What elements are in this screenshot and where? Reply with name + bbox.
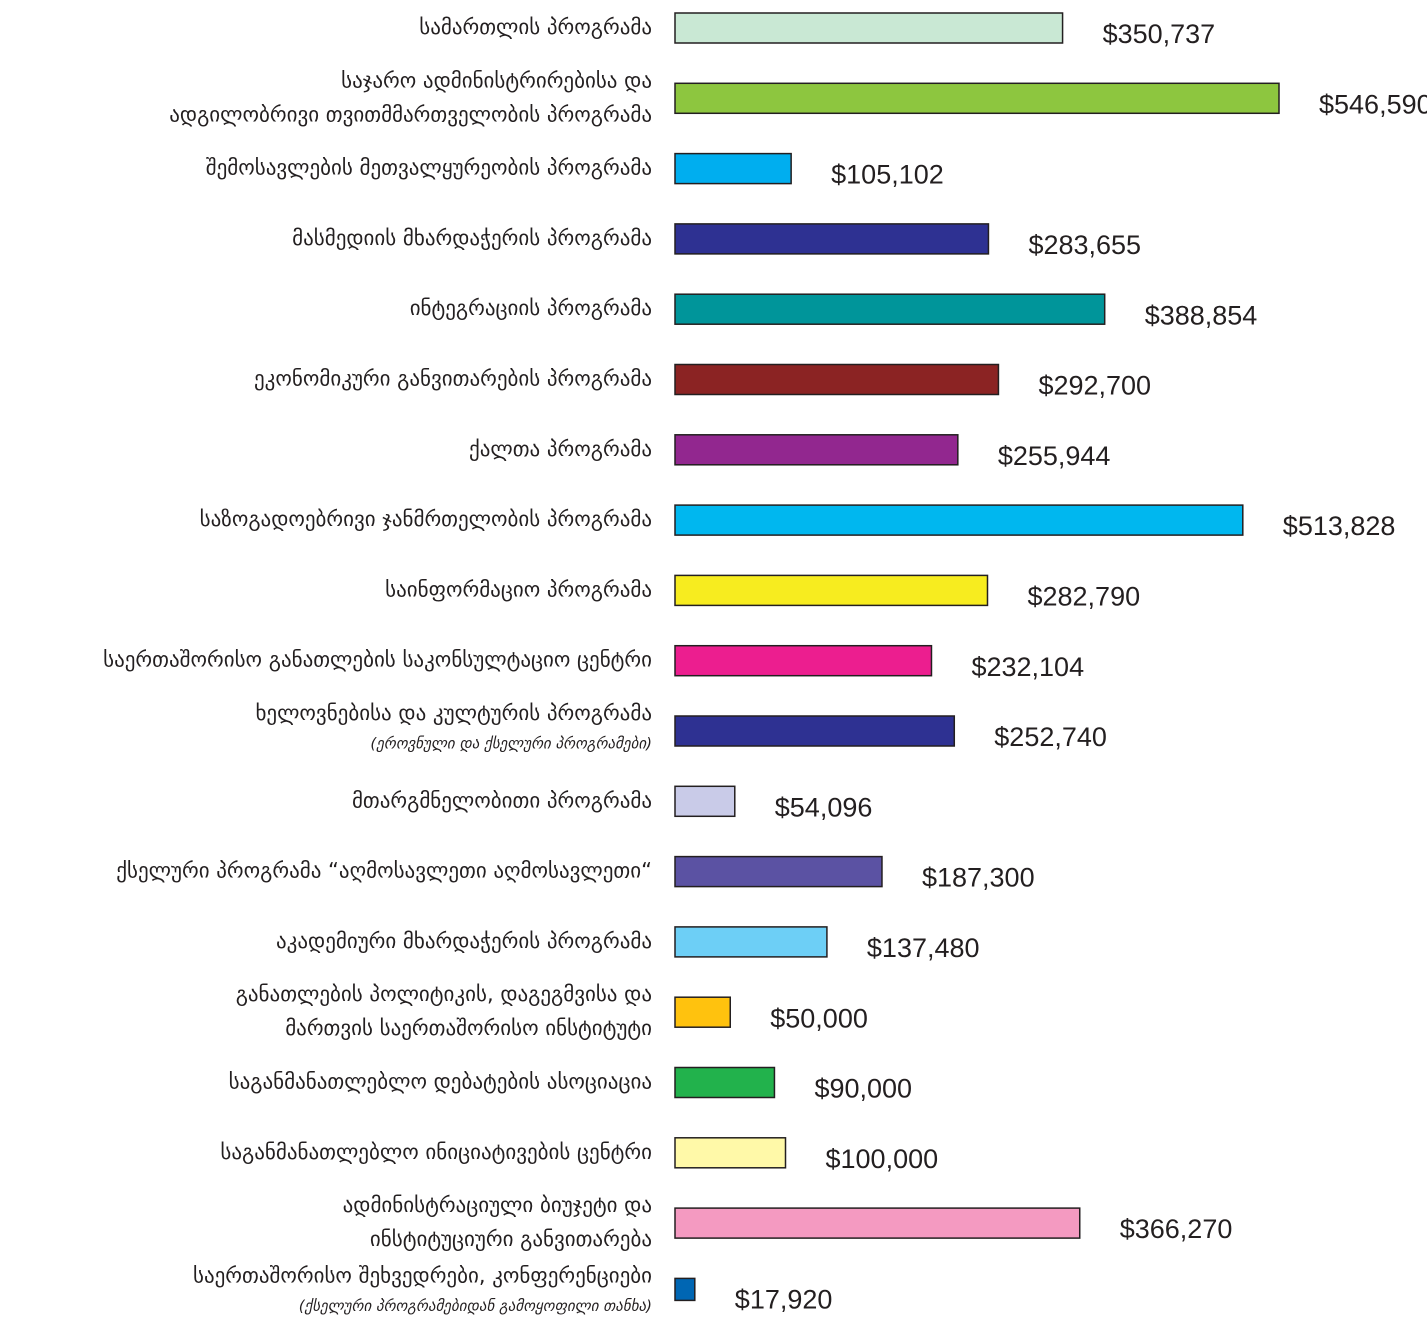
bar <box>674 1207 1081 1239</box>
bar <box>674 1066 776 1099</box>
value-label: $137,480 <box>867 933 980 963</box>
category-label: ეკონომიკური განვითარების პროგრამა <box>254 367 652 391</box>
category-label: მართვის საერთაშორისო ინსტიტუტი <box>285 1016 652 1040</box>
category-label: აკადემიური მხარდაჭერის პროგრამა <box>276 929 652 953</box>
bar <box>674 1277 696 1302</box>
category-note: (ქსელური პროგრამებიდან გამოყოფილი თანხა) <box>299 1297 652 1315</box>
category-label: საერთაშორისო შეხვედრები, კონფერენციები <box>193 1263 652 1287</box>
value-label: $255,944 <box>998 441 1111 471</box>
value-label: $513,828 <box>1283 511 1396 541</box>
category-label: საგანმანათლებლო დებატების ასოციაცია <box>229 1070 652 1094</box>
category-label: ქალთა პროგრამა <box>469 437 652 461</box>
category-label: საგანმანათლებლო ინიციატივების ცენტრი <box>220 1140 652 1164</box>
category-note: (ეროვნული და ქსელური პროგრამები) <box>370 735 652 753</box>
bar <box>674 996 732 1028</box>
bar <box>674 152 792 185</box>
value-label: $54,096 <box>775 792 873 822</box>
bar <box>674 82 1280 115</box>
value-label: $50,000 <box>770 1003 868 1033</box>
category-label: მასმედიის მხარდაჭერის პროგრამა <box>292 226 652 250</box>
bar <box>674 504 1244 536</box>
value-label: $350,737 <box>1103 19 1216 49</box>
category-label: ადგილობრივი თვითმმართველობის პროგრამა <box>169 102 652 126</box>
value-label: $252,740 <box>994 722 1107 752</box>
bar <box>674 574 989 607</box>
value-label: $232,104 <box>971 652 1084 682</box>
category-label: მთარგმნელობითი პროგრამა <box>352 788 652 812</box>
category-label: შემოსავლების მეთვალყურეობის პროგრამა <box>206 156 652 180</box>
value-label: $283,655 <box>1028 230 1141 260</box>
value-label: $546,590 <box>1319 89 1427 119</box>
category-label: საჯარო ადმინისტრირებისა და <box>341 68 652 92</box>
value-label: $90,000 <box>814 1074 912 1104</box>
bar <box>674 644 933 677</box>
category-label: ინსტიტუციური განვითარება <box>370 1227 652 1251</box>
bar <box>674 785 736 818</box>
category-label: საზოგადოებრივი ჯანმრთელობის პროგრამა <box>200 507 652 531</box>
value-label: $292,700 <box>1038 371 1151 401</box>
bar <box>674 293 1106 325</box>
category-label: ინტეგრაციის პროგრამა <box>410 296 652 320</box>
category-label: განათლების პოლიტიკის, დაგეგმვისა და <box>236 982 652 1006</box>
category-label: საერთაშორისო განათლების საკონსულტაციო ცე… <box>103 648 652 672</box>
value-label: $366,270 <box>1120 1214 1233 1244</box>
bar <box>674 1137 787 1169</box>
value-label: $388,854 <box>1145 300 1258 330</box>
bar <box>674 715 956 747</box>
value-label: $100,000 <box>826 1144 939 1174</box>
category-label: სამართლის პროგრამა <box>419 15 652 39</box>
bar <box>674 363 1000 396</box>
category-label: ადმინისტრაციული ბიუჯეტი და <box>343 1193 652 1217</box>
bar <box>674 223 990 255</box>
category-label: საინფორმაციო პროგრამა <box>385 577 652 601</box>
value-label: $17,920 <box>735 1285 833 1315</box>
value-label: $105,102 <box>831 160 944 190</box>
bar <box>674 855 883 888</box>
bar <box>674 12 1064 44</box>
bar <box>674 926 828 958</box>
bar <box>674 434 959 466</box>
value-label: $187,300 <box>922 863 1035 893</box>
category-label: ქსელური პროგრამა “აღმოსავლეთი აღმოსავლეთ… <box>116 859 652 883</box>
value-label: $282,790 <box>1027 582 1140 612</box>
category-label: ხელოვნებისა და კულტურის პროგრამა <box>255 701 652 725</box>
